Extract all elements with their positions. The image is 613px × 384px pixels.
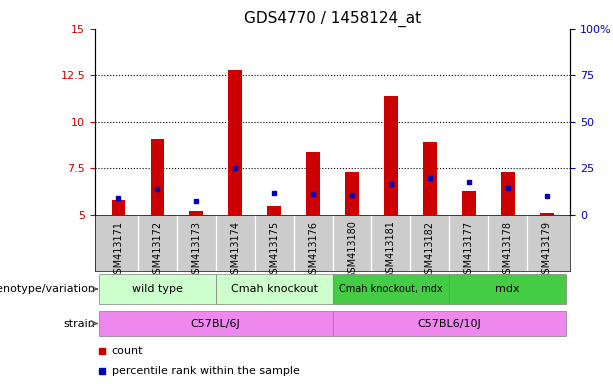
Text: Cmah knockout: Cmah knockout (230, 284, 318, 294)
Text: genotype/variation: genotype/variation (0, 284, 96, 294)
Text: C57BL/6J: C57BL/6J (191, 318, 241, 329)
Text: GSM413176: GSM413176 (308, 220, 318, 280)
Bar (345, 172, 359, 215)
Text: GSM413180: GSM413180 (347, 220, 357, 280)
Bar (333, 311, 566, 336)
Text: strain: strain (64, 318, 96, 329)
Bar (540, 213, 554, 215)
Text: GSM413174: GSM413174 (230, 220, 240, 280)
Bar (333, 274, 449, 304)
Text: GSM413179: GSM413179 (542, 220, 552, 280)
Text: C57BL6/10J: C57BL6/10J (417, 318, 481, 329)
Text: GSM413171: GSM413171 (113, 220, 123, 280)
Text: GSM413172: GSM413172 (152, 220, 162, 280)
Text: wild type: wild type (132, 284, 183, 294)
Text: Cmah knockout, mdx: Cmah knockout, mdx (339, 284, 443, 294)
Bar (449, 274, 566, 304)
Bar (229, 70, 242, 215)
Text: GSM413181: GSM413181 (386, 220, 396, 280)
Bar (423, 142, 436, 215)
Bar (462, 191, 476, 215)
Bar (99, 311, 333, 336)
Bar (99, 274, 216, 304)
Title: GDS4770 / 1458124_at: GDS4770 / 1458124_at (244, 11, 421, 27)
Text: GSM413173: GSM413173 (191, 220, 201, 280)
Bar (384, 96, 398, 215)
Text: GSM413175: GSM413175 (269, 220, 279, 280)
Text: GSM413178: GSM413178 (503, 220, 513, 280)
Text: GSM413182: GSM413182 (425, 220, 435, 280)
Bar (501, 172, 514, 215)
Bar (306, 152, 320, 215)
Bar (112, 200, 125, 215)
Text: mdx: mdx (495, 284, 520, 294)
Text: percentile rank within the sample: percentile rank within the sample (112, 366, 300, 376)
Bar (189, 211, 203, 215)
Bar (216, 274, 333, 304)
Text: GSM413177: GSM413177 (464, 220, 474, 280)
Text: count: count (112, 346, 143, 356)
Bar (267, 206, 281, 215)
Bar (151, 139, 164, 215)
